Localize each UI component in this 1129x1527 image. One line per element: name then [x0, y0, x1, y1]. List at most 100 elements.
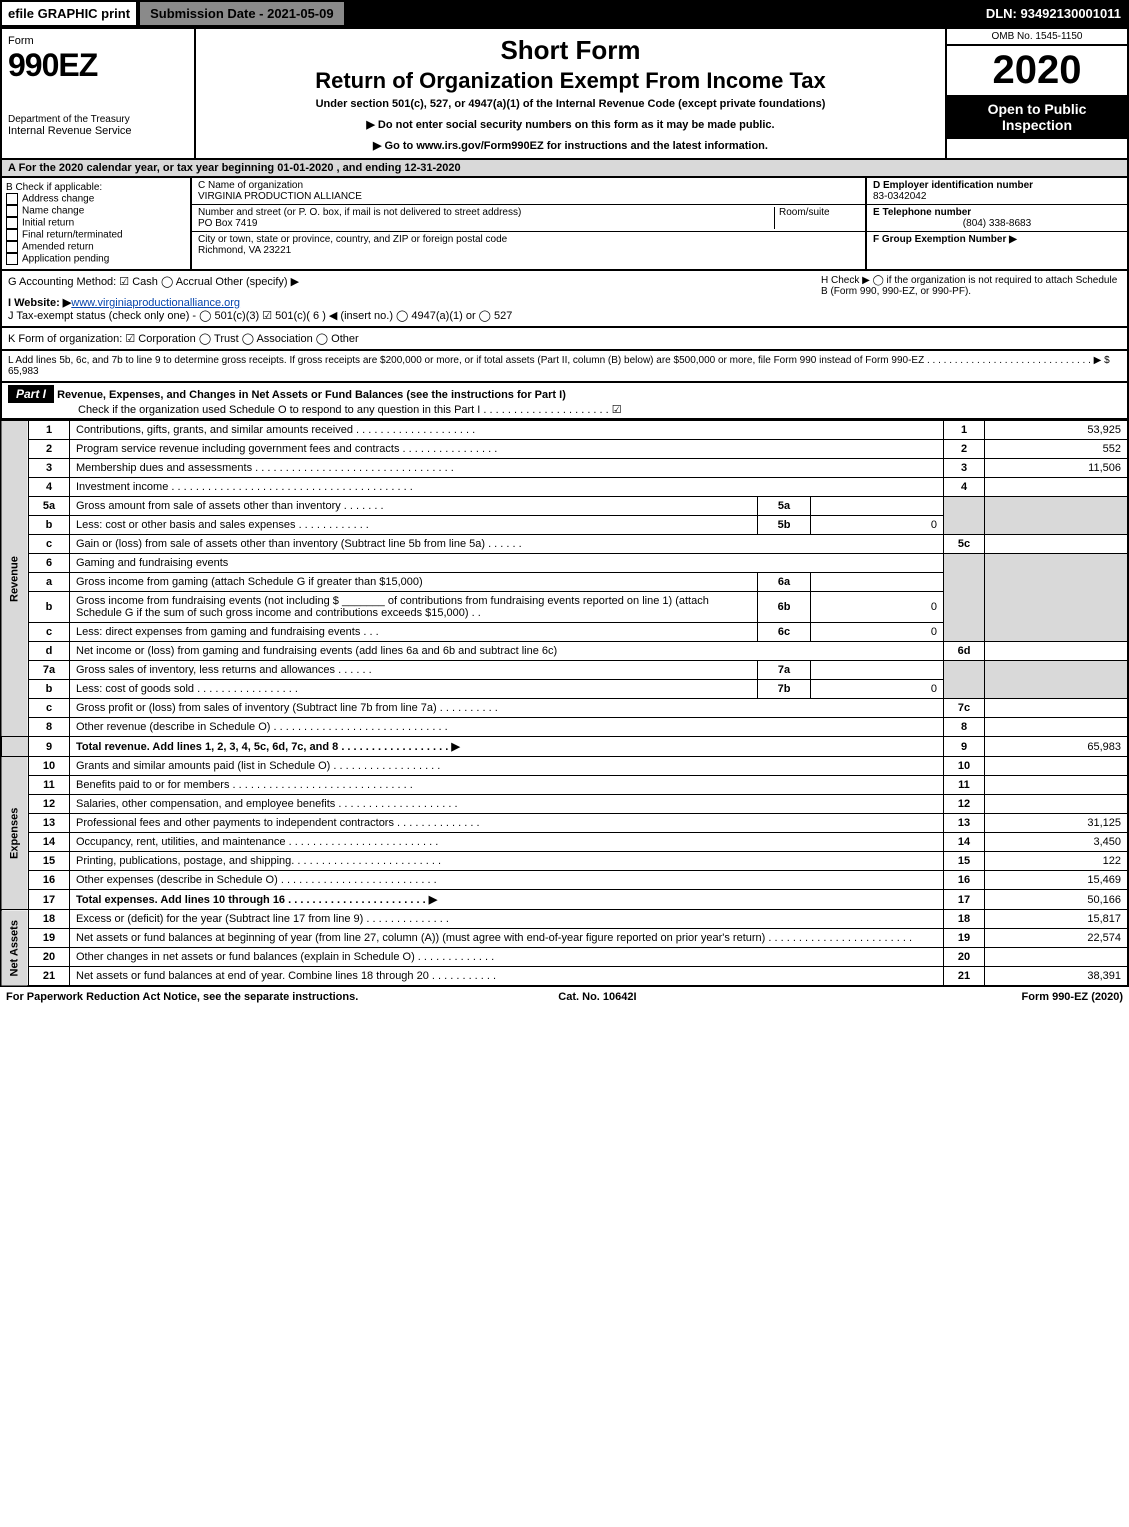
line-1-desc: Contributions, gifts, grants, and simila… [70, 421, 944, 440]
line-17-desc: Total expenses. Add lines 10 through 16 … [70, 890, 944, 910]
check-address[interactable]: Address change [6, 193, 186, 205]
line-5b-desc: Less: cost or other basis and sales expe… [70, 516, 758, 535]
line-5a-desc: Gross amount from sale of assets other t… [70, 497, 758, 516]
tax-year: 2020 [947, 46, 1127, 95]
dln: DLN: 93492130001011 [978, 2, 1129, 25]
check-amended[interactable]: Amended return [6, 241, 186, 253]
under-section: Under section 501(c), 527, or 4947(a)(1)… [202, 98, 939, 110]
line-11-desc: Benefits paid to or for members . . . . … [70, 776, 944, 795]
line-15-desc: Printing, publications, postage, and shi… [70, 852, 944, 871]
d-ein: 83-0342042 [873, 191, 926, 202]
return-title: Return of Organization Exempt From Incom… [202, 68, 939, 94]
box-c: C Name of organization VIRGINIA PRODUCTI… [192, 178, 865, 269]
short-form-title: Short Form [202, 35, 939, 66]
form-number: 990EZ [8, 47, 188, 84]
line-4-val [985, 478, 1129, 497]
line-7a-desc: Gross sales of inventory, less returns a… [70, 661, 758, 680]
line-13-desc: Professional fees and other payments to … [70, 814, 944, 833]
line-8-desc: Other revenue (describe in Schedule O) .… [70, 718, 944, 737]
line-10-desc: Grants and similar amounts paid (list in… [70, 757, 944, 776]
c-room-label: Room/suite [774, 207, 859, 229]
c-name-label: C Name of organization [198, 180, 859, 191]
line-6-desc: Gaming and fundraising events [70, 554, 944, 573]
line-16-val: 15,469 [985, 871, 1129, 890]
check-pending[interactable]: Application pending [6, 253, 186, 265]
header-left: Form 990EZ Department of the Treasury In… [2, 29, 196, 158]
box-b-title: B Check if applicable: [6, 182, 186, 193]
line-10-val [985, 757, 1129, 776]
h-schedule-b: H Check ▶ ◯ if the organization is not r… [813, 275, 1121, 322]
submission-date: Submission Date - 2021-05-09 [138, 0, 346, 27]
note-url: ▶ Go to www.irs.gov/Form990EZ for instru… [202, 139, 939, 152]
section-ghij: G Accounting Method: ☑ Cash ◯ Accrual Ot… [0, 271, 1129, 328]
d-ein-label: D Employer identification number [873, 180, 1033, 191]
form-header: Form 990EZ Department of the Treasury In… [0, 27, 1129, 160]
line-4-desc: Investment income . . . . . . . . . . . … [70, 478, 944, 497]
line-6c-sub: 0 [811, 623, 944, 642]
line-6c-desc: Less: direct expenses from gaming and fu… [70, 623, 758, 642]
e-tel: (804) 338-8683 [873, 218, 1121, 229]
top-bar: efile GRAPHIC print Submission Date - 20… [0, 0, 1129, 27]
form-label: Form [8, 35, 188, 47]
f-group-label: F Group Exemption Number ▶ [873, 234, 1017, 245]
line-15-val: 122 [985, 852, 1129, 871]
j-tax-exempt: J Tax-exempt status (check only one) - ◯… [8, 309, 813, 322]
line-5c-val [985, 535, 1129, 554]
line-6a-sub [811, 573, 944, 592]
check-final[interactable]: Final return/terminated [6, 229, 186, 241]
line-19-desc: Net assets or fund balances at beginning… [70, 929, 944, 948]
side-revenue: Revenue [1, 421, 29, 737]
line-7c-desc: Gross profit or (loss) from sales of inv… [70, 699, 944, 718]
line-17-val: 50,166 [985, 890, 1129, 910]
footer: For Paperwork Reduction Act Notice, see … [0, 987, 1129, 1007]
c-name: VIRGINIA PRODUCTION ALLIANCE [198, 191, 859, 202]
line-18-desc: Excess or (deficit) for the year (Subtra… [70, 910, 944, 929]
side-expenses: Expenses [1, 757, 29, 910]
part-i-table: Revenue 1Contributions, gifts, grants, a… [0, 420, 1129, 987]
foot-catno: Cat. No. 10642I [558, 991, 636, 1003]
foot-paperwork: For Paperwork Reduction Act Notice, see … [6, 991, 358, 1003]
efile-button[interactable]: efile GRAPHIC print [0, 0, 138, 27]
check-initial[interactable]: Initial return [6, 217, 186, 229]
omb-number: OMB No. 1545-1150 [947, 29, 1127, 46]
part-i-label: Part I [8, 385, 54, 403]
foot-form: Form 990-EZ (2020) [1022, 991, 1123, 1003]
box-b: B Check if applicable: Address change Na… [2, 178, 192, 269]
line-9-val: 65,983 [985, 737, 1129, 757]
box-def: D Employer identification number83-03420… [865, 178, 1127, 269]
line-5b-sub: 0 [811, 516, 944, 535]
c-street: PO Box 7419 [198, 218, 774, 229]
part-i-check: Check if the organization used Schedule … [78, 404, 622, 416]
i-website-link[interactable]: www.virginiaproductionalliance.org [71, 297, 240, 309]
line-3-desc: Membership dues and assessments . . . . … [70, 459, 944, 478]
line-16-desc: Other expenses (describe in Schedule O) … [70, 871, 944, 890]
line-7c-val [985, 699, 1129, 718]
header-center: Short Form Return of Organization Exempt… [196, 29, 945, 158]
line-14-val: 3,450 [985, 833, 1129, 852]
box-bcdef: B Check if applicable: Address change Na… [0, 178, 1129, 271]
line-6d-desc: Net income or (loss) from gaming and fun… [70, 642, 944, 661]
side-net-assets: Net Assets [1, 910, 29, 987]
line-11-val [985, 776, 1129, 795]
line-7b-desc: Less: cost of goods sold . . . . . . . .… [70, 680, 758, 699]
line-14-desc: Occupancy, rent, utilities, and maintena… [70, 833, 944, 852]
i-website-label: I Website: ▶ [8, 297, 71, 309]
check-name[interactable]: Name change [6, 205, 186, 217]
line-12-val [985, 795, 1129, 814]
c-street-label: Number and street (or P. O. box, if mail… [198, 207, 774, 218]
line-19-val: 22,574 [985, 929, 1129, 948]
line-5c-desc: Gain or (loss) from sale of assets other… [70, 535, 944, 554]
line-20-desc: Other changes in net assets or fund bala… [70, 948, 944, 967]
irs-label: Internal Revenue Service [8, 125, 188, 137]
department: Department of the Treasury [8, 114, 188, 125]
line-6b-sub: 0 [811, 592, 944, 623]
open-to-public: Open to Public Inspection [947, 95, 1127, 139]
header-right: OMB No. 1545-1150 2020 Open to Public In… [945, 29, 1127, 158]
line-20-val [985, 948, 1129, 967]
line-6b-desc: Gross income from fundraising events (no… [70, 592, 758, 623]
line-8-val [985, 718, 1129, 737]
e-tel-label: E Telephone number [873, 207, 971, 218]
line-6d-val [985, 642, 1129, 661]
line-7b-sub: 0 [811, 680, 944, 699]
line-21-desc: Net assets or fund balances at end of ye… [70, 967, 944, 987]
